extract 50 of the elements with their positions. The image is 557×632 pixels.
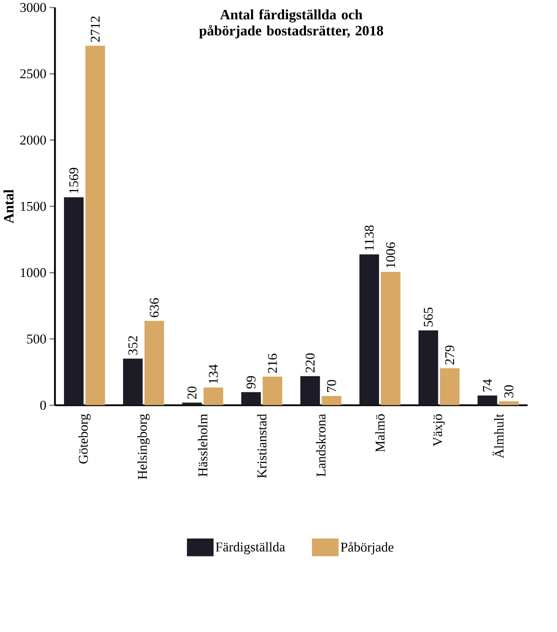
bar xyxy=(380,272,400,406)
y-tick-label: 500 xyxy=(26,334,46,344)
data-label: 74 xyxy=(482,379,492,392)
data-label: 352 xyxy=(128,336,138,355)
data-label: 565 xyxy=(424,308,433,326)
data-label: 134 xyxy=(208,364,218,384)
data-label: 216 xyxy=(268,354,277,373)
data-label: 1006 xyxy=(386,242,395,268)
bar xyxy=(359,254,379,406)
x-tick-label: Göteborg xyxy=(78,414,90,464)
data-label: 30 xyxy=(504,385,514,398)
y-tick-label: 1000 xyxy=(20,268,46,278)
text: Antal färdigställda och påbörjade bostadsrätter, 2018 xyxy=(198,9,383,38)
y-tick-label: 3000 xyxy=(20,2,46,12)
bar xyxy=(182,402,202,406)
data-label: 636 xyxy=(150,298,159,318)
y-axis-title: Antal xyxy=(3,190,14,224)
bar xyxy=(144,320,164,406)
y-tick-label: 2000 xyxy=(20,136,46,145)
data-label: 1138 xyxy=(364,225,374,250)
bar xyxy=(203,388,223,406)
bar xyxy=(418,330,438,406)
bar xyxy=(122,358,142,406)
x-tick-label: Malmö xyxy=(375,414,384,452)
bar xyxy=(85,46,105,406)
x-tick-label: Växjö xyxy=(432,414,445,446)
x-tick-label: Helsingborg xyxy=(137,414,150,480)
bar xyxy=(322,396,342,406)
x-tick-label: Kristianstad xyxy=(256,414,266,478)
bar xyxy=(64,197,84,406)
bar xyxy=(241,392,261,406)
bar xyxy=(300,376,320,406)
bar xyxy=(262,376,282,406)
legend-label: Färdigställda xyxy=(216,542,285,554)
bar xyxy=(440,368,460,406)
data-label: 279 xyxy=(445,346,454,365)
legend-label: Påbörjade xyxy=(340,542,394,554)
bar xyxy=(477,395,497,406)
x-tick-label: Hässleholm xyxy=(198,414,208,477)
data-label: 220 xyxy=(305,353,314,372)
y-tick-label: 2500 xyxy=(20,69,46,78)
y-tick-label: 1500 xyxy=(20,202,46,211)
data-label: 99 xyxy=(246,376,256,389)
x-tick-label: Älmhult xyxy=(492,414,504,458)
data-label: 2712 xyxy=(90,16,100,42)
data-label: 70 xyxy=(326,380,336,392)
data-label: 1569 xyxy=(69,168,78,193)
y-tick-label: 0 xyxy=(40,400,46,410)
data-label: 20 xyxy=(187,386,196,399)
x-tick-label: Landskrona xyxy=(316,414,326,477)
